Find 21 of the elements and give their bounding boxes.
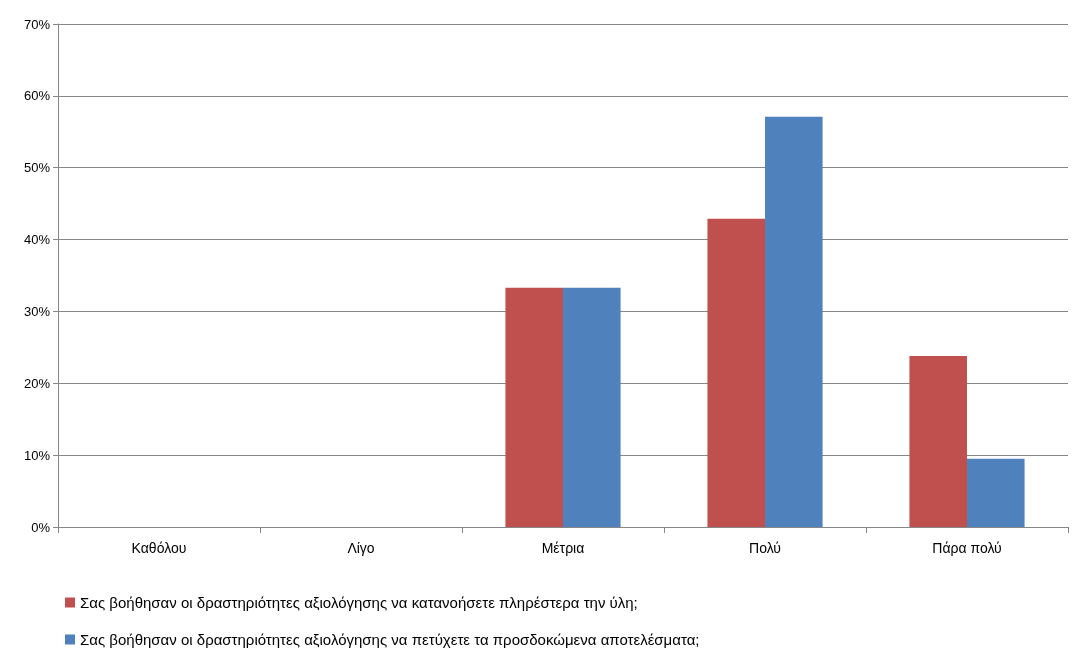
y-tick-label: 30%: [23, 303, 51, 319]
y-tick-label: 70%: [23, 16, 51, 32]
bar: [707, 218, 765, 527]
x-tick-label: Καθόλου: [131, 540, 187, 556]
legend-label: Σας βοήθησαν οι δραστηριότητες αξιολόγησης να πετύχετε τα προσδοκώμενα αποτελέσματα;: [80, 631, 700, 648]
y-tick-label: 50%: [23, 160, 51, 176]
y-tick-label: 60%: [23, 88, 51, 104]
y-tick-label: 40%: [23, 232, 51, 248]
y-tick-label: 20%: [23, 375, 51, 391]
bar: [563, 287, 621, 527]
x-tick-label: Πολύ: [749, 540, 781, 556]
bar: [505, 287, 563, 527]
y-tick-label: 10%: [23, 447, 51, 463]
bar: [765, 116, 823, 527]
legend-label: Σας βοήθησαν οι δραστηριότητες αξιολόγησης να κατανοήσετε πληρέστερα την ύλη;: [80, 594, 638, 611]
y-tick-label: 0%: [31, 519, 51, 535]
bar: [909, 355, 967, 527]
x-tick-label: Λίγο: [347, 540, 375, 556]
bar: [967, 458, 1025, 527]
x-tick-label: Πάρα πολύ: [932, 540, 1002, 556]
x-tick-label: Μέτρια: [541, 540, 585, 556]
